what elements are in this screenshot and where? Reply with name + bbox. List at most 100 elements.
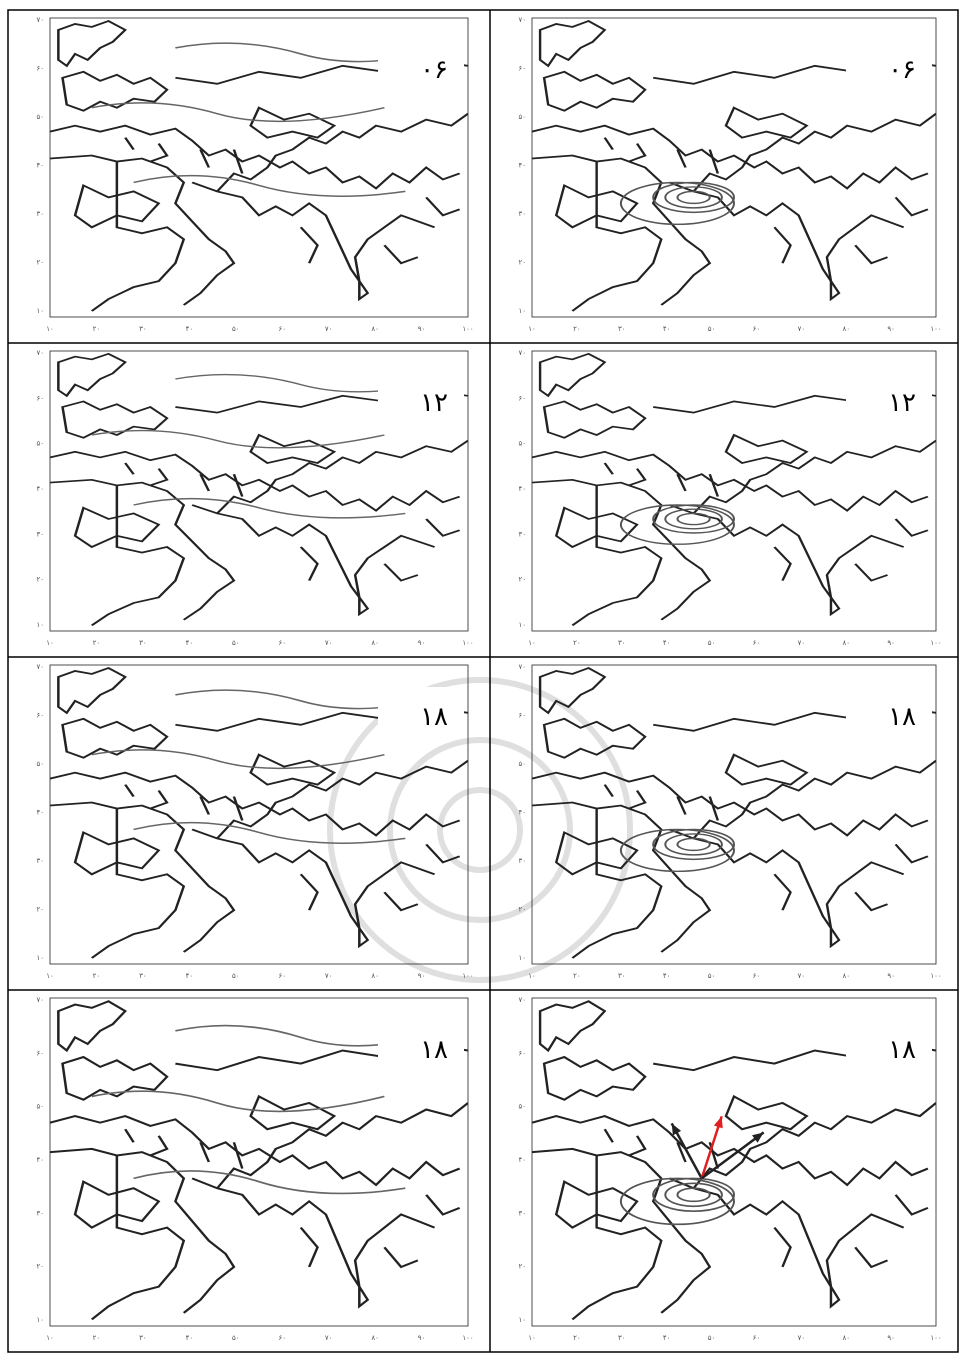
x-tick-label: ۲۰ [573,1334,581,1342]
y-tick-label: ۶۰ [36,712,44,720]
y-tick-label: ۷۰ [518,996,526,1004]
x-tick-label: ۸۰ [842,325,850,333]
x-tick-label: ۱۰۰ [930,1334,941,1342]
x-tick-label: ۹۰ [418,325,426,333]
x-tick-label: ۴۰ [186,972,194,980]
x-tick-label: ۲۰ [93,972,101,980]
panel-label: ۱۲ [888,388,916,418]
y-tick-label: ۵۰ [36,760,44,768]
x-tick-label: ۶۰ [753,325,761,333]
x-tick-label: ۸۰ [371,639,379,647]
x-tick-label: ۵۰ [232,639,240,647]
x-tick-label: ۱۰۰ [930,325,941,333]
x-tick-label: ۶۰ [753,1334,761,1342]
y-tick-label: ۳۰ [36,1209,44,1217]
panel-label: ۱۸ [888,1035,916,1065]
x-tick-label: ۹۰ [887,639,895,647]
y-tick-label: ۶۰ [518,65,526,73]
y-tick-label: ۴۰ [36,1156,44,1164]
y-tick-label: ۷۰ [518,663,526,671]
x-tick-label: ۹۰ [887,972,895,980]
x-tick-label: ۱۰ [528,1334,536,1342]
y-tick-label: ۳۰ [36,210,44,218]
x-tick-label: ۴۰ [186,639,194,647]
y-tick-label: ۶۰ [518,712,526,720]
x-tick-label: ۹۰ [418,1334,426,1342]
watermark [330,680,630,980]
x-tick-label: ۹۰ [418,972,426,980]
x-tick-label: ۵۰ [708,325,716,333]
y-tick-label: ۷۰ [36,16,44,24]
y-tick-label: ۳۰ [518,530,526,538]
y-tick-label: ۷۰ [518,16,526,24]
y-tick-label: ۴۰ [518,485,526,493]
x-tick-label: ۹۰ [418,639,426,647]
x-tick-label: ۸۰ [842,972,850,980]
x-tick-label: ۶۰ [278,972,286,980]
x-tick-label: ۸۰ [842,1334,850,1342]
y-tick-label: ۲۰ [36,576,44,584]
y-tick-label: ۱۰ [36,1316,44,1324]
y-tick-label: ۲۰ [36,1263,44,1271]
x-tick-label: ۵۰ [708,972,716,980]
x-tick-label: ۳۰ [139,325,147,333]
x-tick-label: ۱۰ [46,639,54,647]
y-tick-label: ۴۰ [36,162,44,170]
map-panel: ۱۸۱۰۲۰۳۰۴۰۵۰۶۰۷۰۸۰۹۰۱۰۰۷۰۶۰۵۰۴۰۳۰۲۰۱۰ [518,663,941,980]
y-tick-label: ۲۰ [518,259,526,267]
y-tick-label: ۶۰ [518,394,526,402]
x-tick-label: ۱۰ [528,972,536,980]
x-tick-label: ۶۰ [278,325,286,333]
y-tick-label: ۱۰ [36,621,44,629]
y-tick-label: ۵۰ [518,113,526,121]
panel-label: ۱۸ [420,702,448,732]
x-tick-label: ۱۰۰ [462,639,473,647]
x-tick-label: ۷۰ [798,1334,806,1342]
x-tick-label: ۱۰۰ [462,1334,473,1342]
x-tick-label: ۱۰ [46,1334,54,1342]
y-tick-label: ۶۰ [36,1049,44,1057]
y-tick-label: ۱۰ [518,954,526,962]
y-tick-label: ۲۰ [518,1263,526,1271]
y-tick-label: ۱۰ [518,621,526,629]
x-tick-label: ۲۰ [573,972,581,980]
x-tick-label: ۶۰ [753,972,761,980]
y-tick-label: ۳۰ [36,857,44,865]
x-tick-label: ۷۰ [325,639,333,647]
x-tick-label: ۱۰۰ [930,639,941,647]
x-tick-label: ۹۰ [887,1334,895,1342]
x-tick-label: ۴۰ [186,325,194,333]
y-tick-label: ۱۰ [36,954,44,962]
x-tick-label: ۷۰ [325,972,333,980]
y-tick-label: ۷۰ [518,349,526,357]
x-tick-label: ۴۰ [663,1334,671,1342]
x-tick-label: ۲۰ [93,325,101,333]
x-tick-label: ۵۰ [708,1334,716,1342]
x-tick-label: ۴۰ [663,325,671,333]
x-tick-label: ۲۰ [93,1334,101,1342]
x-tick-label: ۱۰۰ [462,972,473,980]
x-tick-label: ۸۰ [842,639,850,647]
x-tick-label: ۳۰ [139,1334,147,1342]
y-tick-label: ۶۰ [36,394,44,402]
x-tick-label: ۵۰ [232,325,240,333]
panel-label: ۰۶ [420,55,448,85]
x-tick-label: ۸۰ [371,972,379,980]
y-tick-label: ۳۰ [518,1209,526,1217]
y-tick-label: ۲۰ [36,906,44,914]
y-tick-label: ۵۰ [518,760,526,768]
x-tick-label: ۳۰ [618,325,626,333]
x-tick-label: ۵۰ [232,1334,240,1342]
figure: ۰۶۱۰۲۰۳۰۴۰۵۰۶۰۷۰۸۰۹۰۱۰۰۷۰۶۰۵۰۴۰۳۰۲۰۱۰۰۶۱… [0,0,966,1360]
panel-label: ۱۸ [420,1035,448,1065]
x-tick-label: ۸۰ [371,1334,379,1342]
y-tick-label: ۱۰ [518,1316,526,1324]
y-tick-label: ۴۰ [518,809,526,817]
y-tick-label: ۱۰ [36,307,44,315]
y-tick-label: ۳۰ [36,530,44,538]
x-tick-label: ۳۰ [139,639,147,647]
x-tick-label: ۳۰ [139,972,147,980]
